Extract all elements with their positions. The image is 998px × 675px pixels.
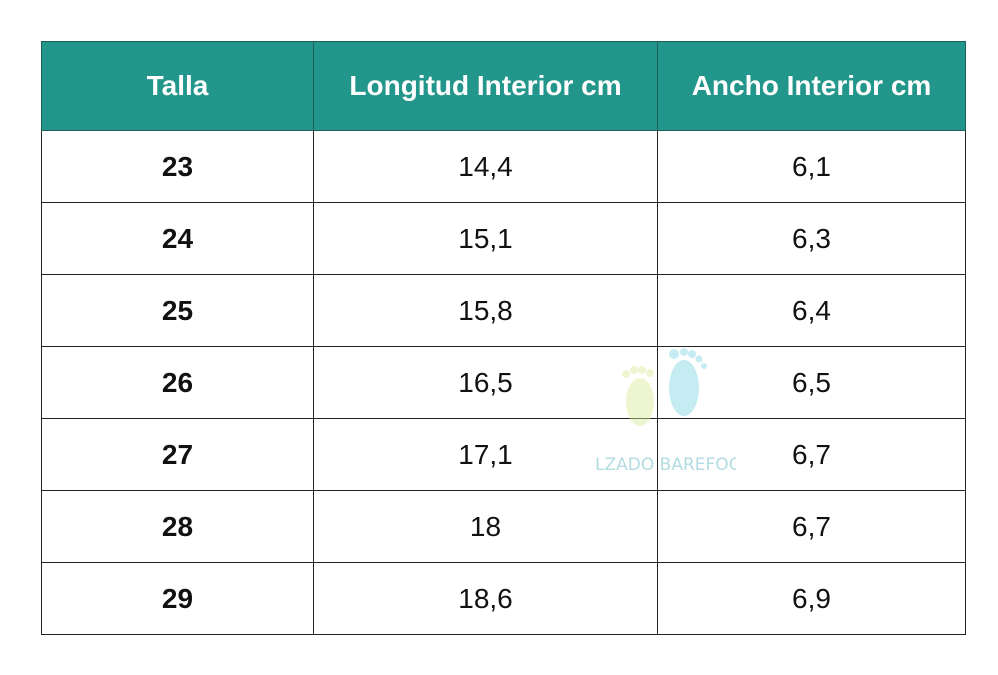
table-row: 25 15,8 6,4 bbox=[41, 274, 966, 347]
table-cell: 14,4 bbox=[313, 130, 658, 203]
table-cell: 18 bbox=[313, 490, 658, 563]
table-body: 23 14,4 6,1 24 15,1 6,3 25 15,8 6,4 26 16,5 6,5 27 17… bbox=[41, 130, 966, 635]
table-row: 26 16,5 6,5 bbox=[41, 346, 966, 419]
table-cell: 23 bbox=[41, 130, 314, 203]
table-cell: 27 bbox=[41, 418, 314, 491]
table-cell: 18,6 bbox=[313, 562, 658, 635]
table-cell: 16,5 bbox=[313, 346, 658, 419]
header-cell: Talla bbox=[41, 41, 314, 131]
table-cell: 6,3 bbox=[657, 202, 966, 275]
table-cell: 6,1 bbox=[657, 130, 966, 203]
table-cell: 6,9 bbox=[657, 562, 966, 635]
header-cell: Ancho Interior cm bbox=[657, 41, 966, 131]
table-cell: 6,7 bbox=[657, 418, 966, 491]
table-cell: 6,5 bbox=[657, 346, 966, 419]
table-cell: 29 bbox=[41, 562, 314, 635]
table-row: 28 18 6,7 bbox=[41, 490, 966, 563]
table-cell: 6,7 bbox=[657, 490, 966, 563]
table-cell: 17,1 bbox=[313, 418, 658, 491]
table-cell: 15,1 bbox=[313, 202, 658, 275]
table-row: 27 17,1 6,7 bbox=[41, 418, 966, 491]
table-row: 23 14,4 6,1 bbox=[41, 130, 966, 203]
table-row: 24 15,1 6,3 bbox=[41, 202, 966, 275]
table-cell: 28 bbox=[41, 490, 314, 563]
table-cell: 26 bbox=[41, 346, 314, 419]
table-cell: 25 bbox=[41, 274, 314, 347]
table-row: 29 18,6 6,9 bbox=[41, 562, 966, 635]
header-cell: Longitud Interior cm bbox=[313, 41, 658, 131]
table-cell: 15,8 bbox=[313, 274, 658, 347]
header-row: Talla Longitud Interior cm Ancho Interior … bbox=[41, 41, 966, 131]
table-cell: 6,4 bbox=[657, 274, 966, 347]
size-table: Talla Longitud Interior cm Ancho Interior … bbox=[41, 41, 966, 635]
table-cell: 24 bbox=[41, 202, 314, 275]
